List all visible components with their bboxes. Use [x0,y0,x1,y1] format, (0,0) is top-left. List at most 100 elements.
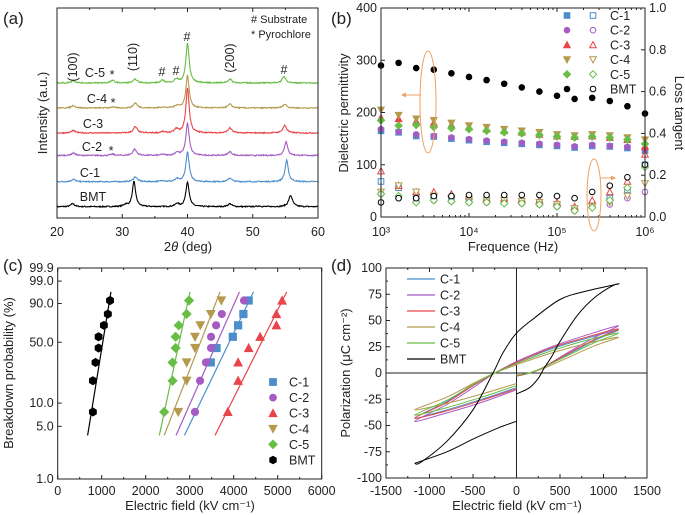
breakdown-point-c-5 [167,375,178,386]
breakdown-point-c-4 [181,358,192,368]
breakdown-point-bmt [89,407,97,417]
loss-point-bmt [536,191,543,199]
permittivity-point-c-4 [412,115,421,124]
permittivity-point-c-2 [500,138,508,146]
breakdown-point-c-4 [216,296,227,306]
loss-point-c-5 [447,197,456,206]
y-tick-label: 99.9 [29,261,53,275]
series-label: BMT [80,190,107,204]
peak-label: (200) [223,43,237,72]
y-tick-label: -25 [364,392,382,406]
loss-group-ellipse [586,158,602,232]
pe-loop-bmt [516,283,620,395]
panel-d: (d)-1500 -1000 -500 0 500 1000 1500-100-75-50-… [331,256,661,513]
y-left-tick-label: 400 [356,1,377,15]
x-tick-label: 6000 [308,484,336,498]
legend-marker-open [588,56,598,64]
pyrochlore-mark: * [110,68,115,82]
legend-text: # Substrate [251,14,307,26]
y-right-axis-title: Loss tangent [672,76,685,151]
legend-marker [269,378,277,386]
right-arrow-head-icon [611,175,616,181]
y-right-tick-label: 0.2 [649,168,666,182]
legend-label: BMT [610,83,637,97]
x-tick-label: 2000 [132,484,160,498]
legend-label: C-4 [440,321,460,335]
x-axis-title: Electric field (kV cm⁻¹) [452,498,582,513]
legend-marker-filled [563,12,571,19]
loss-point-c-5 [605,195,615,205]
permittivity-point-c-2 [518,139,526,147]
permittivity-point-bmt [448,70,455,77]
loss-point-c-5 [464,198,474,207]
legend-marker-open [589,26,597,34]
breakdown-point-c-5 [183,295,195,306]
x-axis-title-part: θ [171,239,178,254]
y-left-tick-label: 100 [356,158,377,172]
loss-point-bmt [518,191,526,199]
x-tick-label: -1500 [370,484,402,498]
y-left-tick-label: 0 [370,210,377,224]
x-axis-title-part: 2 [164,239,171,254]
breakdown-point-c-4 [205,309,216,320]
breakdown-point-c-4 [181,376,192,386]
xrd-trace-c-1 [57,151,319,184]
legend-marker-filled [563,26,571,34]
legend-label: C-1 [610,9,630,23]
breakdown-point-c-5 [159,406,170,418]
permittivity-group-ellipse [419,50,437,154]
x-tick-label: 5000 [264,484,292,498]
breakdown-point-c-2 [201,358,211,367]
breakdown-point-c-4 [190,343,200,354]
permittivity-point-c-2 [483,137,490,145]
breakdown-point-c-5 [170,331,181,342]
breakdown-point-c-3 [271,320,282,330]
breakdown-point-c-5 [167,357,178,368]
legend-label: C-5 [289,438,309,452]
breakdown-point-c-2 [217,309,226,319]
legend-marker-filled [562,40,572,49]
permittivity-point-c-5 [517,129,527,138]
breakdown-point-bmt [106,295,114,306]
loss-point-c-5 [587,203,597,212]
legend-label: BMT [440,353,467,367]
breakdown-point-c-4 [190,332,200,342]
legend-marker-filled [562,56,572,64]
permittivity-point-c-5 [464,124,474,134]
permittivity-point-c-2 [588,141,596,149]
loss-point-bmt [412,194,420,202]
y-tick-label: 1.0 [36,472,53,486]
permittivity-point-c-2 [553,141,561,149]
loss-point-bmt [606,182,614,189]
pe-loop-c-2 [516,325,619,377]
loss-point-c-5 [499,199,509,208]
permittivity-point-c-2 [571,143,578,150]
y-left-tick-label: 300 [356,53,377,67]
permittivity-point-c-5 [482,126,491,136]
loss-point-c-4 [394,182,403,191]
panel-b: (b) 10³ 10⁴ 10⁵ 10⁶ 0 100 200 300 400 0.0 0.2 0.4 0.6… [331,1,685,254]
y-tick-label: 75 [368,287,382,301]
pyrochlore-mark: * [109,144,114,158]
breakdown-point-c-3 [233,357,244,367]
y-tick-label: -100 [357,471,382,485]
legend-label: C-2 [610,24,630,38]
breakdown-point-bmt [89,376,97,386]
x-tick-label: -1000 [414,484,446,498]
x-tick-label: 30 [115,225,129,239]
y-left-tick-label: 200 [356,106,377,120]
permittivity-point-c-4 [394,111,403,120]
loss-point-c-5 [552,202,562,211]
permittivity-point-c-5 [605,133,615,142]
breakdown-point-c-3 [271,308,282,319]
x-axis-title: Frequence (Hz) [468,239,558,254]
pe-loop-c-4 [414,364,517,411]
y-tick-label: 90.0 [29,296,53,310]
x-tick-label: 40 [181,225,195,239]
legend-label: C-2 [440,289,460,303]
permittivity-point-bmt [500,80,508,88]
permittivity-point-bmt [606,97,614,105]
y-tick-label: 50 [368,314,382,328]
loss-point-c-5 [570,206,579,216]
breakdown-point-bmt [100,320,108,330]
